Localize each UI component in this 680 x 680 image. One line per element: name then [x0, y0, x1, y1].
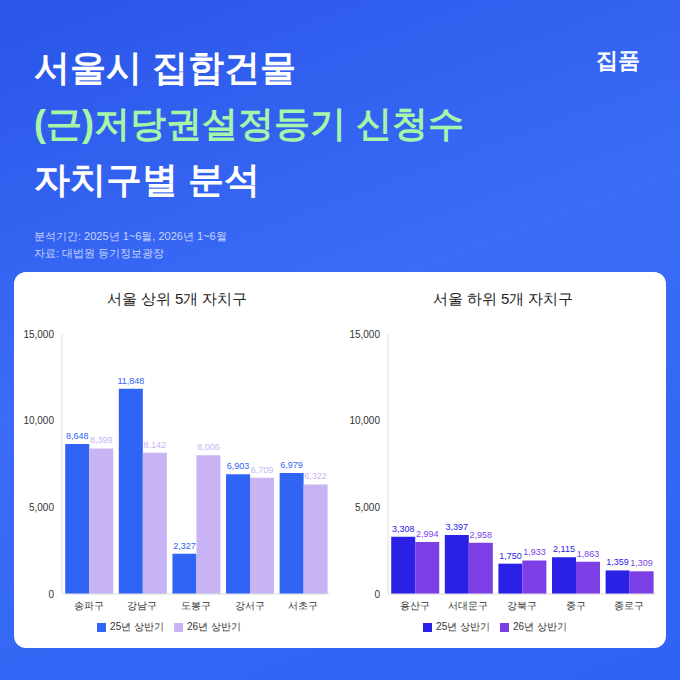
svg-text:1,359: 1,359 — [606, 557, 629, 567]
svg-text:6,322: 6,322 — [304, 471, 327, 481]
svg-text:10,000: 10,000 — [349, 415, 380, 426]
svg-text:2,327: 2,327 — [173, 541, 196, 551]
svg-text:6,903: 6,903 — [227, 461, 250, 471]
html-text:자치구별 분석: 자치구별 분석 — [34, 159, 260, 200]
html-text:25년 상반기: 25년 상반기 — [110, 621, 164, 632]
svg-text:종로구: 종로구 — [614, 600, 644, 611]
svg-text:중구: 중구 — [566, 600, 586, 611]
svg-text:15,000: 15,000 — [23, 329, 54, 340]
svg-text:5,000: 5,000 — [29, 502, 54, 513]
svg-text:1,863: 1,863 — [577, 549, 600, 559]
svg-text:8,648: 8,648 — [66, 431, 89, 441]
svg-text:2,958: 2,958 — [470, 530, 493, 540]
svg-text:3,308: 3,308 — [392, 524, 415, 534]
svg-text:서초구: 서초구 — [288, 600, 318, 611]
svg-text:강북구: 강북구 — [507, 600, 537, 611]
html-text:26년 상반기: 26년 상반기 — [513, 621, 567, 632]
svg-text:2,115: 2,115 — [553, 544, 575, 554]
svg-text:용산구: 용산구 — [400, 600, 430, 611]
svg-text:서대문구: 서대문구 — [448, 600, 488, 611]
svg-text:0: 0 — [374, 589, 380, 600]
html-text:서울 상위 5개 자치구: 서울 상위 5개 자치구 — [106, 290, 248, 307]
html-text:집품: 집품 — [596, 48, 640, 73]
svg-text:11,848: 11,848 — [117, 376, 144, 386]
html-text:26년 상반기: 26년 상반기 — [187, 621, 241, 632]
svg-text:3,397: 3,397 — [446, 522, 469, 532]
html-text:자료: 대법원 등기정보광장: 자료: 대법원 등기정보광장 — [34, 247, 165, 259]
svg-text:강서구: 강서구 — [235, 600, 265, 611]
svg-text:5,000: 5,000 — [355, 502, 380, 513]
html-text:25년 상반기: 25년 상반기 — [436, 621, 490, 632]
svg-text:2,994: 2,994 — [416, 529, 439, 539]
svg-text:송파구: 송파구 — [74, 600, 104, 611]
svg-text:6,979: 6,979 — [280, 460, 303, 470]
html-text:분석기간: 2025년 1~6월, 2026년 1~6월: 분석기간: 2025년 1~6월, 2026년 1~6월 — [34, 230, 227, 242]
svg-text:1,933: 1,933 — [523, 547, 546, 557]
svg-text:6,709: 6,709 — [251, 465, 274, 475]
svg-text:10,000: 10,000 — [23, 415, 54, 426]
svg-text:8,142: 8,142 — [144, 440, 167, 450]
html-text:서울시 집합건물: 서울시 집합건물 — [34, 47, 296, 88]
svg-text:0: 0 — [48, 589, 54, 600]
svg-text:8,399: 8,399 — [90, 435, 113, 445]
svg-text:15,000: 15,000 — [349, 329, 380, 340]
svg-text:도봉구: 도봉구 — [181, 600, 211, 611]
html-text:서울 하위 5개 자치구: 서울 하위 5개 자치구 — [432, 290, 574, 307]
html-text:(근)저당권설정등기 신청수: (근)저당권설정등기 신청수 — [34, 103, 464, 144]
svg-text:1,750: 1,750 — [499, 551, 522, 561]
svg-text:1,309: 1,309 — [630, 558, 653, 568]
svg-text:강남구: 강남구 — [127, 600, 157, 611]
svg-text:8,006: 8,006 — [197, 442, 220, 452]
